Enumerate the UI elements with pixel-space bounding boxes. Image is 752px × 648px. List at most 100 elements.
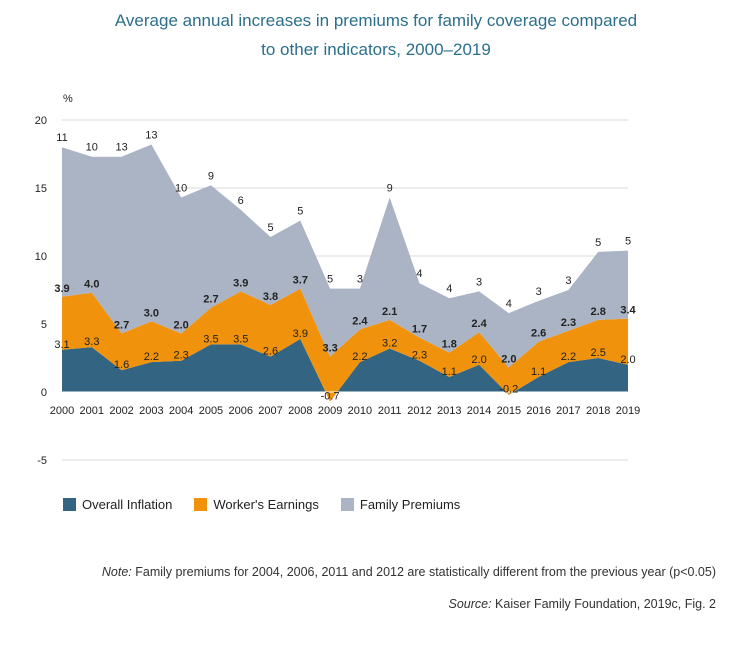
x-tick-label: 2006 bbox=[228, 405, 252, 417]
data-label: 3.3 bbox=[84, 336, 99, 348]
x-tick-label: 2003 bbox=[139, 405, 163, 417]
data-label: 3.9 bbox=[233, 277, 248, 289]
data-label: 2.3 bbox=[561, 317, 576, 329]
data-label: 1.7 bbox=[412, 324, 427, 336]
x-tick-label: 2004 bbox=[169, 405, 193, 417]
area-worker-s-earnings bbox=[62, 288, 628, 402]
legend-label: Overall Inflation bbox=[82, 497, 173, 512]
data-label: 5 bbox=[297, 206, 303, 218]
x-tick-label: 2001 bbox=[80, 405, 104, 417]
x-tick-label: 2008 bbox=[288, 405, 312, 417]
data-label: 5 bbox=[625, 236, 631, 248]
x-tick-label: 2002 bbox=[109, 405, 133, 417]
data-label: 3 bbox=[536, 286, 542, 298]
y-tick-label: 15 bbox=[35, 183, 47, 195]
data-label: 3.3 bbox=[322, 343, 337, 355]
data-label: 1.6 bbox=[114, 359, 129, 371]
data-label: 2.6 bbox=[531, 328, 546, 340]
data-label: 1.8 bbox=[442, 339, 457, 351]
data-label: 2.7 bbox=[203, 294, 218, 306]
data-label: 4 bbox=[416, 268, 422, 280]
x-tick-label: 2012 bbox=[407, 405, 431, 417]
legend-swatch bbox=[194, 498, 208, 511]
x-tick-label: 2013 bbox=[437, 405, 461, 417]
data-label: 3.9 bbox=[293, 328, 308, 340]
legend-swatch bbox=[63, 498, 76, 511]
data-label: 2.0 bbox=[471, 354, 486, 366]
y-axis-unit-label: % bbox=[63, 93, 73, 105]
x-tick-label: 2007 bbox=[258, 405, 282, 417]
x-tick-label: 2016 bbox=[526, 405, 550, 417]
data-label: 3.5 bbox=[203, 333, 218, 345]
y-tick-label: -5 bbox=[37, 455, 47, 467]
data-label: 13 bbox=[145, 129, 157, 141]
note: Note: Family premiums for 2004, 2006, 20… bbox=[0, 565, 716, 579]
data-label: 3.0 bbox=[144, 307, 159, 319]
data-label: 11 bbox=[56, 132, 67, 144]
data-label: 2.1 bbox=[382, 306, 397, 318]
data-label: 2.0 bbox=[501, 354, 516, 366]
source-prefix: Source: bbox=[448, 597, 492, 611]
data-label: 2.0 bbox=[620, 354, 635, 366]
note-text: Family premiums for 2004, 2006, 2011 and… bbox=[131, 565, 716, 579]
data-label: 2.3 bbox=[174, 350, 189, 362]
source: Source: Kaiser Family Foundation, 2019c,… bbox=[0, 597, 716, 611]
legend-label: Worker's Earnings bbox=[213, 497, 319, 512]
data-label: 3.7 bbox=[293, 275, 308, 287]
data-label: 5 bbox=[327, 274, 333, 286]
legend-item-family-premiums: Family Premiums bbox=[340, 497, 461, 512]
x-tick-label: 2019 bbox=[616, 405, 640, 417]
data-label: 3.5 bbox=[233, 333, 248, 345]
x-tick-label: 2011 bbox=[378, 405, 402, 417]
x-tick-label: 2005 bbox=[199, 405, 223, 417]
data-label: -0.2 bbox=[499, 384, 518, 396]
data-label: 2.2 bbox=[561, 351, 576, 363]
y-tick-label: 20 bbox=[35, 115, 47, 127]
data-label: 2.8 bbox=[591, 306, 606, 318]
data-label: 1.1 bbox=[442, 366, 457, 378]
data-label: 9 bbox=[208, 170, 214, 182]
series-areas bbox=[62, 144, 628, 402]
data-label: 2.3 bbox=[412, 350, 427, 362]
data-label: 10 bbox=[86, 142, 98, 154]
data-label: 2.4 bbox=[352, 315, 368, 327]
data-label: 3.4 bbox=[620, 305, 636, 317]
data-label: 2.2 bbox=[352, 351, 367, 363]
data-label: 3.8 bbox=[263, 291, 278, 303]
data-label: 10 bbox=[175, 183, 187, 195]
data-label: 2.6 bbox=[263, 346, 278, 358]
data-label: 4.0 bbox=[84, 279, 99, 291]
area-overall-inflation bbox=[62, 339, 628, 402]
data-label: 2.7 bbox=[114, 320, 129, 332]
data-label: 5 bbox=[267, 222, 273, 234]
x-tick-label: 2017 bbox=[556, 405, 580, 417]
data-label: 3.2 bbox=[382, 337, 397, 349]
legend-swatch bbox=[340, 498, 354, 511]
legend-item-overall-inflation: Overall Inflation bbox=[63, 497, 172, 512]
chart-title: Average annual increases in premiums for… bbox=[0, 6, 752, 64]
data-label: 4 bbox=[506, 298, 512, 310]
data-label: 13 bbox=[115, 142, 127, 154]
legend-item-workers-earnings: Worker's Earnings bbox=[194, 497, 319, 512]
data-label: 9 bbox=[387, 183, 393, 195]
data-labels: 3.1 3.3 1.6 2.2 2.3 3.5 3.5 2.6 3.9 -0.7 2.2 3.2 2.3… bbox=[54, 129, 636, 402]
data-label: 5 bbox=[595, 237, 601, 249]
data-label: 6 bbox=[238, 195, 244, 207]
data-label: 3.1 bbox=[54, 339, 69, 351]
data-label: 1.1 bbox=[531, 366, 546, 378]
data-label: 2.5 bbox=[591, 347, 606, 359]
axis-tick-labels: -5 0 5 10 15 20% 2000 2001 2002 2003 2004 2005 2006 2… bbox=[35, 93, 640, 467]
x-tick-label: 2014 bbox=[467, 405, 491, 417]
x-tick-label: 2018 bbox=[586, 405, 610, 417]
y-tick-label: 5 bbox=[41, 319, 47, 331]
note-prefix: Note: bbox=[101, 565, 132, 579]
source-text: Kaiser Family Foundation, 2019c, Fig. 2 bbox=[491, 597, 716, 611]
data-label: 2.0 bbox=[174, 320, 189, 332]
legend-label: Family Premiums bbox=[359, 497, 461, 512]
y-tick-label: 10 bbox=[35, 251, 47, 263]
legend: Overall Inflation Worker's Earnings Fami… bbox=[63, 497, 460, 512]
data-label: 3.9 bbox=[54, 283, 69, 295]
x-tick-label: 2015 bbox=[497, 405, 521, 417]
x-tick-label: 2000 bbox=[50, 405, 74, 417]
